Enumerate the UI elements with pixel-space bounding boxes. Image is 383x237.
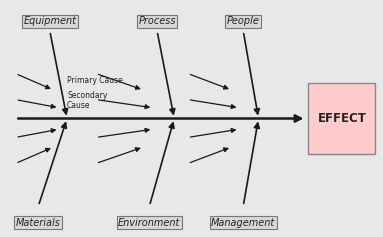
Text: Equipment: Equipment: [23, 16, 76, 26]
Text: Primary Cause: Primary Cause: [67, 76, 123, 85]
Text: People: People: [227, 16, 260, 26]
Text: Management: Management: [211, 218, 275, 228]
FancyBboxPatch shape: [308, 83, 375, 154]
Text: EFFECT: EFFECT: [318, 112, 366, 125]
Text: Secondary
Cause: Secondary Cause: [67, 91, 107, 110]
Text: Materials: Materials: [16, 218, 61, 228]
Text: Process: Process: [138, 16, 176, 26]
Text: Environment: Environment: [118, 218, 180, 228]
